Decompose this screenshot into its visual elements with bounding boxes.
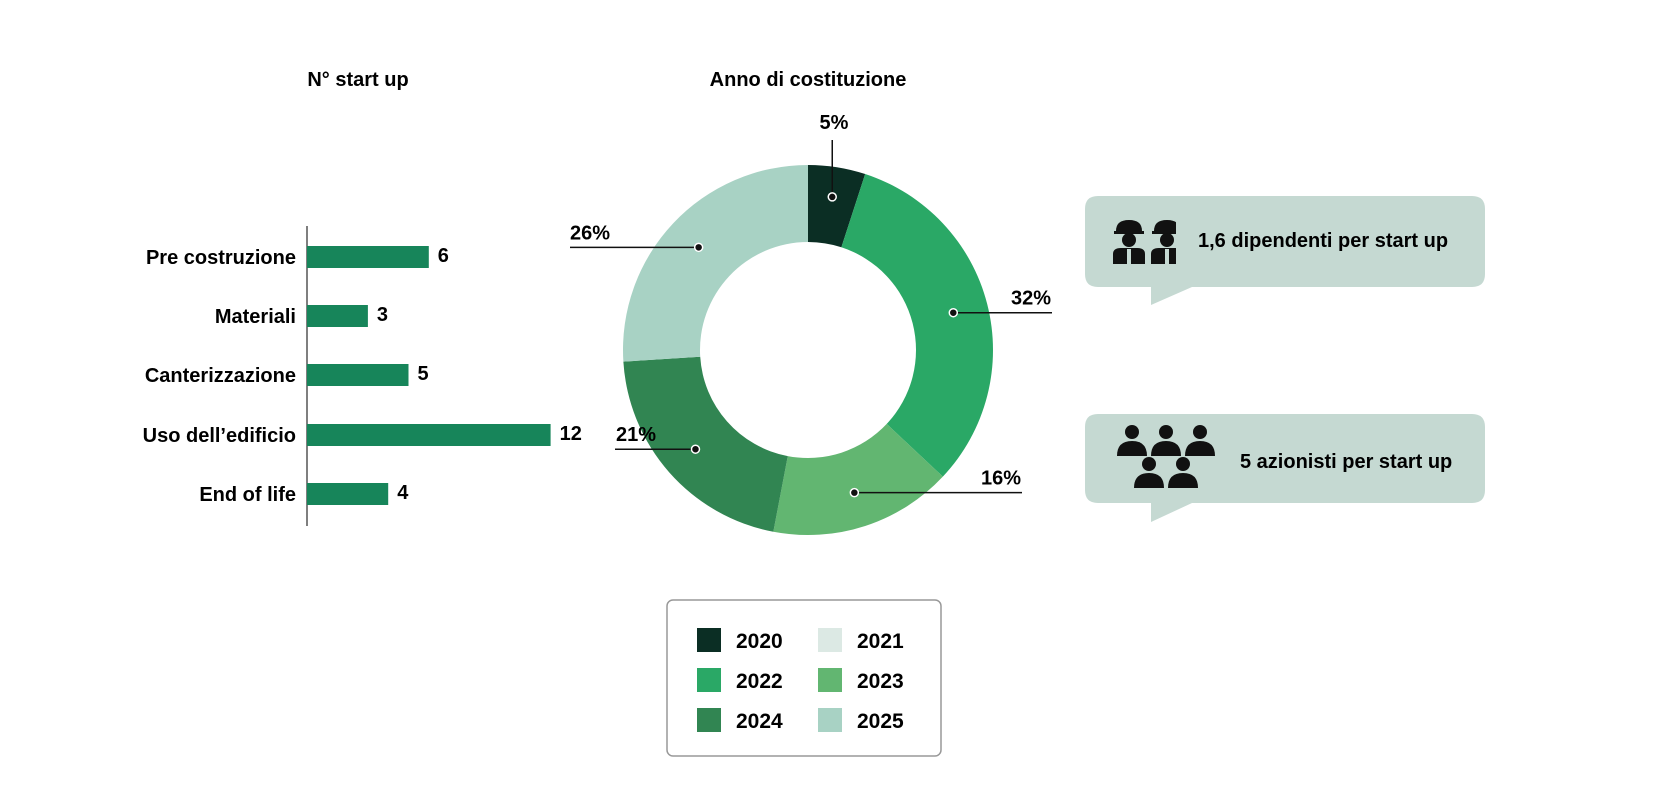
donut-leader-dot bbox=[948, 307, 959, 318]
donut-leader-dot bbox=[827, 192, 837, 202]
donut-value-label: 21% bbox=[616, 424, 656, 446]
legend-label: 2025 bbox=[857, 710, 904, 733]
donut-slice bbox=[808, 165, 866, 248]
legend-label: 2023 bbox=[857, 670, 904, 693]
donut-chart-title: Anno di costituzione bbox=[710, 69, 907, 91]
bar bbox=[307, 364, 409, 386]
legend-swatch bbox=[818, 628, 842, 652]
donut-slice bbox=[773, 423, 943, 535]
legend-swatch bbox=[697, 708, 721, 732]
bar-category-label: Uso dell’edificio bbox=[143, 425, 296, 447]
legend-swatch bbox=[697, 628, 721, 652]
legend-label: 2020 bbox=[736, 630, 783, 653]
bar-chart: N° start up Pre costruzione 6 Materiali 3 Ca… bbox=[143, 69, 582, 526]
legend-box bbox=[666, 599, 942, 757]
donut-slice bbox=[623, 165, 808, 362]
bar bbox=[307, 305, 368, 327]
bar-value-label: 3 bbox=[377, 304, 388, 326]
legend: 2020 2021 2022 2023 2024 2025 bbox=[666, 599, 942, 757]
bar-value-label: 4 bbox=[397, 482, 409, 504]
donut-value-label: 32% bbox=[1011, 288, 1051, 310]
construction-workers-icon bbox=[1113, 218, 1184, 266]
legend-swatch bbox=[697, 668, 721, 692]
legend-label: 2021 bbox=[857, 630, 904, 653]
legend-label: 2022 bbox=[736, 670, 783, 693]
bar-value-label: 5 bbox=[418, 363, 429, 385]
callout-employees-bubble bbox=[1085, 196, 1485, 305]
donut-slice bbox=[841, 174, 993, 477]
donut-value-label: 5% bbox=[820, 112, 849, 134]
donut-labels: 5% 32% 16% 21% 26% bbox=[570, 112, 1052, 498]
bar-value-label: 6 bbox=[438, 245, 449, 267]
bar-category-label: Pre costruzione bbox=[146, 247, 296, 269]
bar bbox=[307, 483, 389, 505]
donut-value-label: 26% bbox=[570, 222, 610, 244]
donut-chart: Anno di costituzione 5% 32% 16% 21% 26% bbox=[570, 69, 1052, 535]
bar-chart-title: N° start up bbox=[307, 69, 408, 91]
callout-employees-text: 1,6 dipendenti per start up bbox=[1198, 230, 1448, 252]
bar-value-label: 12 bbox=[560, 423, 582, 445]
bar bbox=[307, 424, 551, 446]
donut-slices bbox=[623, 165, 993, 535]
bars: Pre costruzione 6 Materiali 3 Canterizzazion… bbox=[143, 245, 582, 506]
callout-shareholders: 5 azionisti per start up bbox=[1085, 414, 1485, 522]
people-group-icon bbox=[1117, 425, 1215, 488]
donut-slice bbox=[623, 356, 788, 532]
donut-leader-dot bbox=[690, 444, 701, 454]
bar-category-label: Materiali bbox=[215, 306, 296, 328]
legend-label: 2024 bbox=[736, 710, 783, 733]
callout-employees: 1,6 dipendenti per start up bbox=[1085, 196, 1485, 305]
legend-swatch bbox=[818, 668, 842, 692]
legend-swatch bbox=[818, 708, 842, 732]
donut-value-label: 16% bbox=[981, 468, 1021, 490]
bar bbox=[307, 246, 429, 268]
donut-leader-dot bbox=[693, 242, 704, 253]
donut-leader-dot bbox=[849, 487, 860, 498]
bar-category-label: End of life bbox=[199, 484, 296, 506]
bar-category-label: Canterizzazione bbox=[145, 365, 296, 387]
callout-shareholders-bubble bbox=[1085, 414, 1485, 522]
callout-shareholders-text: 5 azionisti per start up bbox=[1240, 451, 1452, 473]
legend-items: 2020 2021 2022 2023 2024 2025 bbox=[697, 628, 904, 733]
